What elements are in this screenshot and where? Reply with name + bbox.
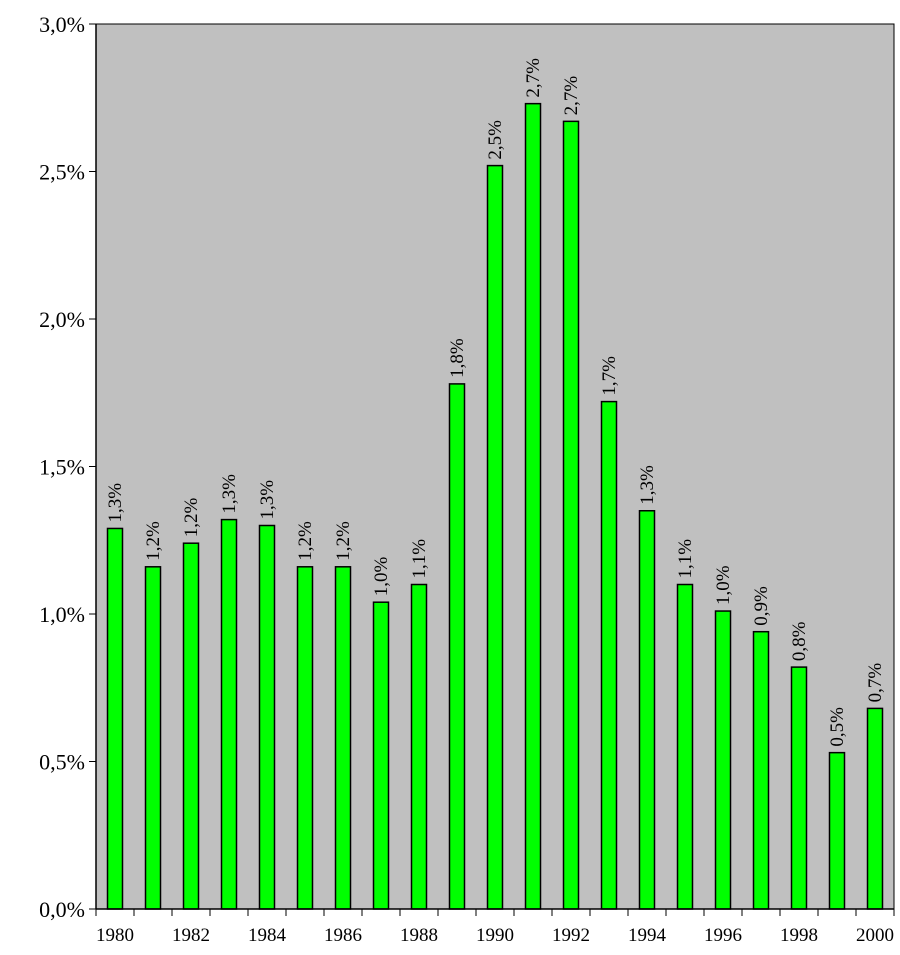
x-ticks: 1980 1982 1984 1986 1988 1990 1992 1994 1996 1998… bbox=[95, 909, 895, 946]
data-label-1995: 1,1% bbox=[675, 539, 696, 579]
data-label-1992: 2,7% bbox=[561, 76, 582, 116]
data-label-1980: 1,3% bbox=[105, 483, 126, 523]
bar-1993 bbox=[600, 400, 618, 910]
data-label-1997: 0,9% bbox=[751, 586, 772, 626]
y-tick-label-6: 3,0% bbox=[39, 12, 85, 37]
data-label-1986: 1,2% bbox=[333, 521, 354, 561]
bar-1988 bbox=[410, 583, 428, 910]
x-tick-label-1994: 1994 bbox=[628, 925, 667, 946]
bar-1991 bbox=[524, 102, 542, 910]
x-tick-label-1988: 1988 bbox=[400, 925, 438, 946]
data-label-1989: 1,8% bbox=[447, 338, 468, 378]
x-tick-label-1986: 1986 bbox=[324, 925, 362, 946]
bar-1997 bbox=[752, 630, 770, 910]
y-ticks: 0,0% 0,5% 1,0% 1,5% 2,0% 2,5% 3,0% bbox=[39, 12, 96, 922]
data-label-1984: 1,3% bbox=[257, 480, 278, 520]
bar-1986 bbox=[334, 566, 352, 910]
bar-1985 bbox=[296, 566, 314, 910]
bar-1990 bbox=[486, 164, 504, 910]
bar-1994 bbox=[638, 510, 656, 910]
y-tick-label-5: 2,5% bbox=[39, 160, 85, 185]
data-label-1985: 1,2% bbox=[295, 521, 316, 561]
y-tick-label-1: 0,5% bbox=[39, 750, 85, 775]
data-label-1988: 1,1% bbox=[409, 539, 430, 579]
bar-1984 bbox=[258, 524, 276, 910]
bar-1987 bbox=[372, 601, 390, 910]
y-tick-label-3: 1,5% bbox=[39, 455, 85, 480]
data-label-1993: 1,7% bbox=[599, 356, 620, 396]
data-label-1983: 1,3% bbox=[219, 474, 240, 514]
bar-1980 bbox=[106, 527, 124, 910]
bar-1989 bbox=[448, 383, 466, 910]
data-label-1991: 2,7% bbox=[523, 58, 544, 98]
bar-1996 bbox=[714, 610, 732, 910]
y-tick-label-2: 1,0% bbox=[39, 602, 85, 627]
data-label-1994: 1,3% bbox=[637, 465, 658, 505]
y-tick-label-4: 2,0% bbox=[39, 307, 85, 332]
data-label-2000: 0,7% bbox=[865, 663, 886, 703]
data-label-1981: 1,2% bbox=[143, 521, 164, 561]
y-tick-label-0: 0,0% bbox=[39, 897, 85, 922]
bars bbox=[106, 102, 884, 910]
bar-2000 bbox=[866, 707, 884, 910]
x-tick-label-1980: 1980 bbox=[96, 925, 134, 946]
x-tick-label-1984: 1984 bbox=[248, 925, 287, 946]
bar-1983 bbox=[220, 518, 238, 910]
x-tick-label-1990: 1990 bbox=[476, 925, 514, 946]
data-label-1982: 1,2% bbox=[181, 497, 202, 537]
bar-1992 bbox=[562, 120, 580, 910]
data-label-1999: 0,5% bbox=[827, 707, 848, 747]
x-tick-label-1998: 1998 bbox=[780, 925, 818, 946]
bar-1995 bbox=[676, 583, 694, 910]
x-tick-label-1992: 1992 bbox=[552, 925, 590, 946]
data-labels: 1,3% 1,2% 1,2% 1,3% 1,3% 1,2% 1,2% 1,0% 1,1% 1,8%… bbox=[105, 58, 886, 747]
data-label-1998: 0,8% bbox=[789, 621, 810, 661]
bar-1981 bbox=[144, 566, 162, 910]
data-label-1996: 1,0% bbox=[713, 565, 734, 605]
bar-1998 bbox=[790, 666, 808, 910]
bar-1982 bbox=[182, 542, 200, 910]
x-tick-label-1982: 1982 bbox=[172, 925, 210, 946]
data-label-1990: 2,5% bbox=[485, 120, 506, 160]
x-tick-label-2000: 2000 bbox=[856, 925, 894, 946]
data-label-1987: 1,0% bbox=[371, 556, 392, 596]
x-tick-label-1996: 1996 bbox=[704, 925, 742, 946]
bar-1999 bbox=[828, 751, 846, 910]
